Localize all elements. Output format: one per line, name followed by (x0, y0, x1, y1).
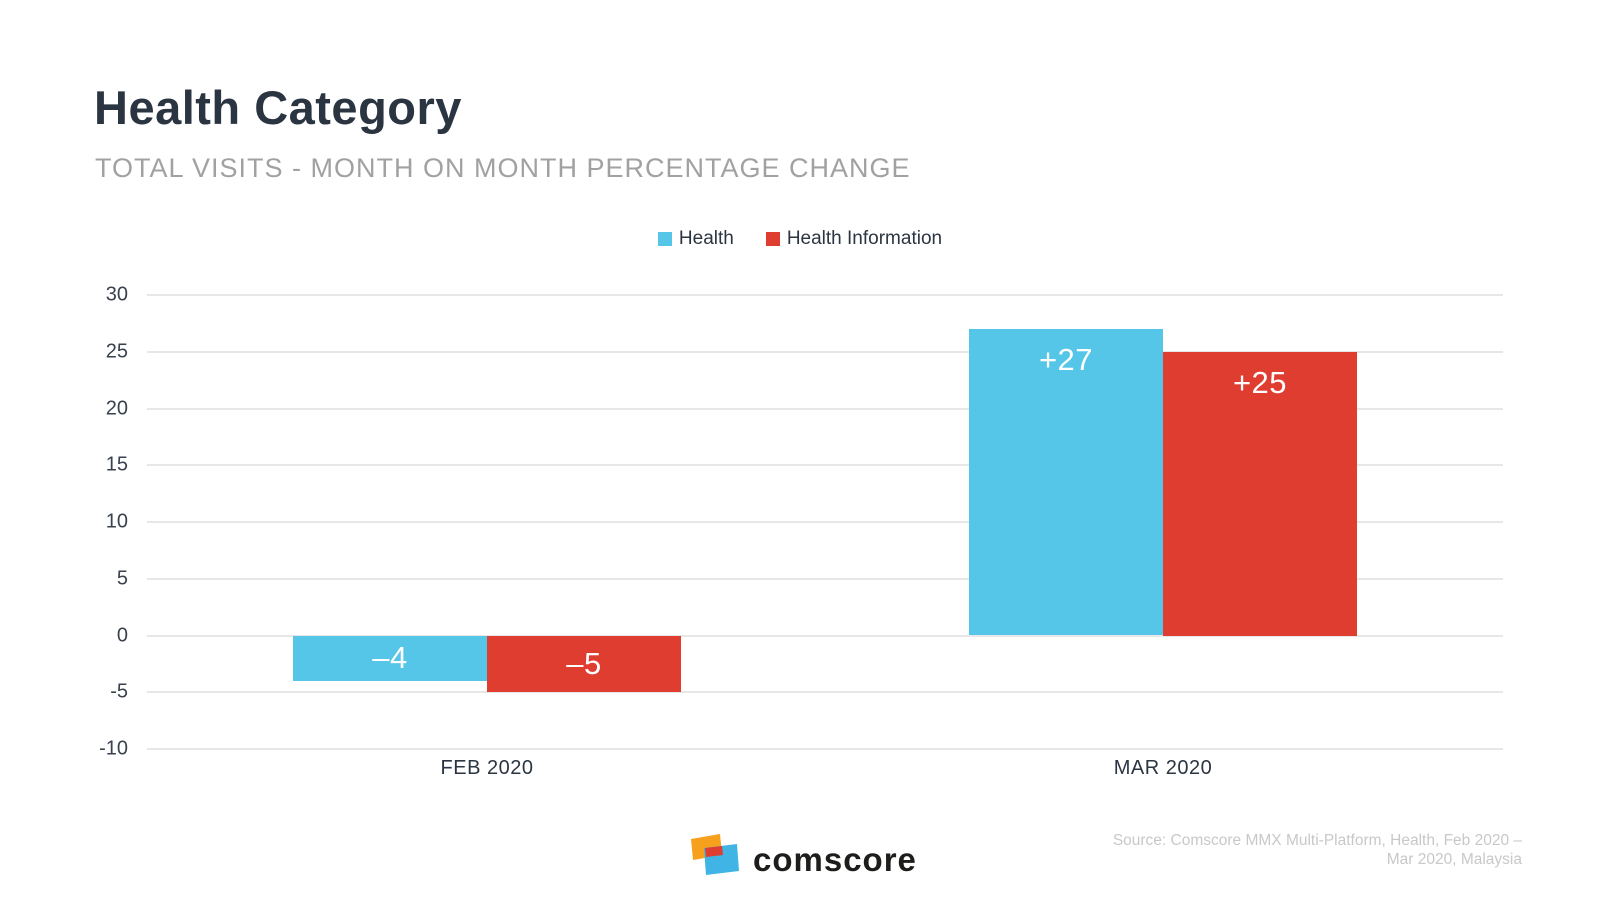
gridline (147, 691, 1503, 694)
bar-chart-plot-area: 30 25 20 15 10 5 0 -5 -10 –4 +27 –5 +25 FEB 2020 MAR 2… (99, 284, 1503, 779)
legend-label: Health (678, 228, 734, 249)
bar-value-label: +27 (1038, 342, 1094, 378)
page-subtitle: TOTAL VISITS - MONTH ON MONTH PERCENTAGE… (95, 153, 911, 183)
gridline (147, 464, 1503, 467)
page-title: Health Category (94, 81, 462, 134)
bar-health-information-mar-2020: +25 (1163, 351, 1357, 636)
gridline (147, 577, 1503, 580)
bar-health-feb-2020: –4 (293, 635, 487, 681)
gridline (147, 294, 1503, 296)
legend-item-health: Health (657, 228, 734, 250)
gridline (147, 407, 1503, 410)
y-axis-tick-label: -10 (99, 737, 128, 760)
chart-legend: Health Health Information (0, 228, 1600, 250)
bar-health-mar-2020: +27 (969, 329, 1163, 636)
y-axis-tick-label: -5 (110, 680, 128, 703)
legend-item-health-information: Health Information (765, 228, 943, 250)
bar-value-label: –4 (372, 640, 408, 676)
y-axis-tick-label: 15 (105, 453, 128, 476)
x-axis-label-feb-2020: FEB 2020 (440, 757, 534, 779)
bar-health-information-feb-2020: –5 (487, 635, 681, 693)
y-axis-tick-label: 20 (105, 397, 128, 419)
y-axis-tick-label: 5 (116, 567, 128, 590)
bar-value-label: –5 (566, 645, 602, 681)
source-note: Source: Comscore MMX Multi-Platform, Hea… (1062, 831, 1522, 869)
y-axis-tick-label: 30 (105, 283, 128, 306)
legend-swatch-health-information (765, 232, 780, 246)
legend-swatch-health (657, 232, 672, 246)
y-axis-tick-label: 0 (116, 624, 128, 646)
comscore-wordmark: comscore (753, 841, 917, 878)
x-axis-label-mar-2020: MAR 2020 (1113, 757, 1213, 779)
gridline (147, 521, 1503, 523)
source-line: Mar 2020, Malaysia (1386, 851, 1522, 868)
bar-value-label: +25 (1232, 364, 1288, 400)
legend-label: Health Information (786, 228, 943, 249)
source-line: Source: Comscore MMX Multi-Platform, Hea… (1112, 832, 1522, 849)
gridline (147, 748, 1503, 750)
gridline (147, 634, 1503, 637)
comscore-logo-icon (691, 834, 739, 875)
gridline (147, 350, 1503, 353)
y-axis-tick-label: 25 (105, 340, 128, 363)
y-axis-tick-label: 10 (105, 510, 128, 533)
